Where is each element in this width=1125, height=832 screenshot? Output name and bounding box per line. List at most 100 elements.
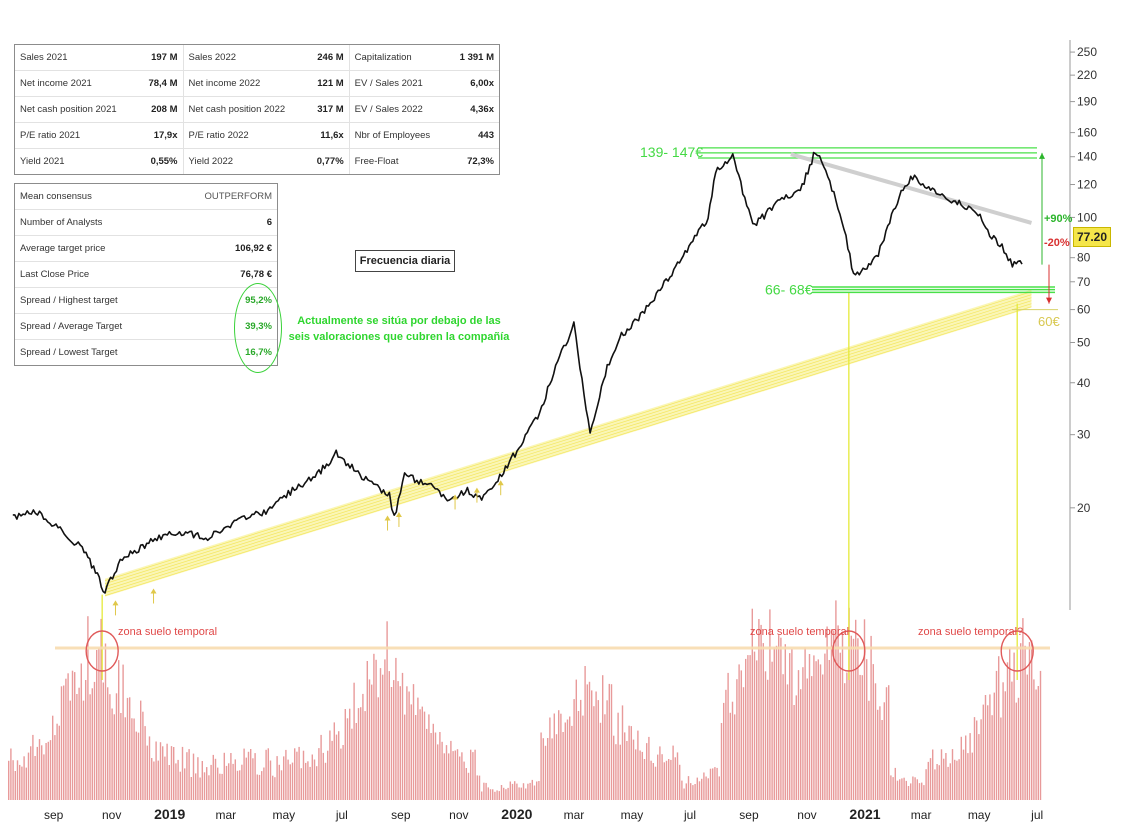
volume-bar bbox=[943, 758, 945, 800]
volume-bar bbox=[870, 635, 872, 800]
volume-bar bbox=[448, 753, 450, 800]
volume-bar bbox=[529, 782, 531, 800]
volume-bar bbox=[883, 702, 885, 800]
volume-bar bbox=[243, 748, 245, 800]
volume-bar bbox=[126, 697, 129, 800]
volume-bar bbox=[419, 709, 421, 800]
metric-value: 443 bbox=[448, 122, 499, 149]
volume-bar bbox=[87, 616, 89, 800]
downside-arrowhead bbox=[1046, 297, 1052, 304]
volume-bar bbox=[661, 754, 663, 800]
y-tick-label: 20 bbox=[1077, 501, 1091, 515]
volume-bar bbox=[896, 780, 899, 800]
volume-bar bbox=[967, 753, 969, 800]
volume-bar bbox=[8, 760, 10, 800]
volume-bar bbox=[485, 782, 487, 800]
volume-bar bbox=[822, 674, 824, 800]
volume-bar bbox=[331, 740, 333, 800]
volume-bar bbox=[232, 763, 234, 800]
volume-bar bbox=[443, 753, 445, 800]
volume-bar bbox=[355, 723, 357, 800]
volume-bar bbox=[868, 700, 870, 800]
volume-bar bbox=[318, 748, 320, 800]
volume-bar bbox=[817, 659, 819, 800]
volume-bar bbox=[912, 776, 914, 800]
volume-bar bbox=[916, 779, 918, 800]
volume-bar bbox=[894, 767, 896, 800]
consensus-value: OUTPERFORM bbox=[169, 184, 277, 210]
volume-bar bbox=[41, 745, 43, 800]
volume-bar bbox=[302, 750, 305, 800]
volume-bar bbox=[1022, 618, 1024, 800]
volume-bar bbox=[175, 763, 177, 800]
volume-bar bbox=[179, 771, 181, 800]
volume-bar bbox=[98, 648, 100, 800]
volume-bar bbox=[395, 657, 397, 800]
volume-bar bbox=[210, 764, 212, 800]
volume-bar bbox=[173, 747, 175, 800]
metric-label: Net income 2021 bbox=[15, 70, 138, 97]
volume-bar bbox=[599, 722, 602, 800]
volume-bar bbox=[122, 664, 124, 800]
volume-bar bbox=[195, 773, 197, 800]
volume-bar bbox=[927, 761, 929, 800]
volume-bar bbox=[694, 784, 696, 800]
volume-bar bbox=[1013, 652, 1015, 800]
volume-bar bbox=[604, 714, 606, 800]
volume-bar bbox=[140, 700, 142, 800]
volume-bar bbox=[923, 785, 925, 800]
volume-bar bbox=[648, 736, 650, 800]
x-tick-label: sep bbox=[391, 808, 411, 822]
volume-bar bbox=[60, 686, 63, 800]
volume-bar bbox=[272, 775, 274, 800]
volume-bar bbox=[954, 759, 956, 800]
volume-bar bbox=[877, 709, 879, 800]
volume-bar bbox=[555, 734, 558, 800]
volume-bar bbox=[489, 789, 492, 800]
volume-bar bbox=[984, 695, 987, 800]
volume-bar bbox=[998, 656, 1000, 800]
volume-bar bbox=[593, 706, 595, 800]
volume-bar bbox=[852, 638, 855, 800]
volume-bar bbox=[470, 749, 472, 800]
x-tick-label: nov bbox=[797, 808, 816, 822]
volume-bar bbox=[610, 684, 613, 800]
volume-bar bbox=[731, 701, 734, 800]
volume-bar bbox=[577, 711, 580, 800]
volume-bar bbox=[305, 762, 307, 800]
volume-bar bbox=[808, 654, 811, 800]
volume-bar bbox=[582, 715, 584, 800]
volume-bar bbox=[595, 691, 597, 800]
volume-bar bbox=[16, 760, 19, 800]
consensus-value: 106,92 € bbox=[169, 235, 277, 262]
volume-bar bbox=[527, 783, 529, 800]
volume-bar bbox=[518, 787, 520, 800]
volume-bar bbox=[659, 746, 661, 800]
volume-bar bbox=[111, 708, 113, 800]
volume-bar bbox=[751, 608, 753, 800]
x-tick-label: mar bbox=[564, 808, 585, 822]
zone-circle bbox=[832, 630, 866, 672]
volume-bar bbox=[885, 687, 888, 800]
volume-bar bbox=[547, 738, 549, 800]
volume-bar bbox=[945, 753, 947, 800]
consensus-label: Spread / Highest target bbox=[15, 287, 170, 314]
volume-bar bbox=[771, 661, 773, 800]
volume-bar bbox=[580, 699, 582, 800]
upside-label: +90% bbox=[1044, 213, 1073, 225]
metric-label: EV / Sales 2021 bbox=[349, 70, 448, 97]
volume-bar bbox=[164, 756, 166, 800]
volume-bar bbox=[800, 689, 802, 800]
volume-bar bbox=[375, 659, 377, 800]
volume-bar bbox=[846, 672, 848, 800]
consensus-row: Last Close Price 76,78 € bbox=[15, 261, 277, 288]
volume-bar bbox=[382, 674, 384, 800]
volume-bar bbox=[635, 749, 637, 800]
volume-bar bbox=[775, 645, 778, 800]
volume-bar bbox=[465, 768, 467, 800]
volume-bar bbox=[531, 779, 533, 800]
x-tick-label: 2020 bbox=[501, 806, 532, 822]
volume-bar bbox=[291, 762, 294, 800]
volume-bar bbox=[36, 746, 38, 800]
volume-bar bbox=[228, 763, 230, 800]
